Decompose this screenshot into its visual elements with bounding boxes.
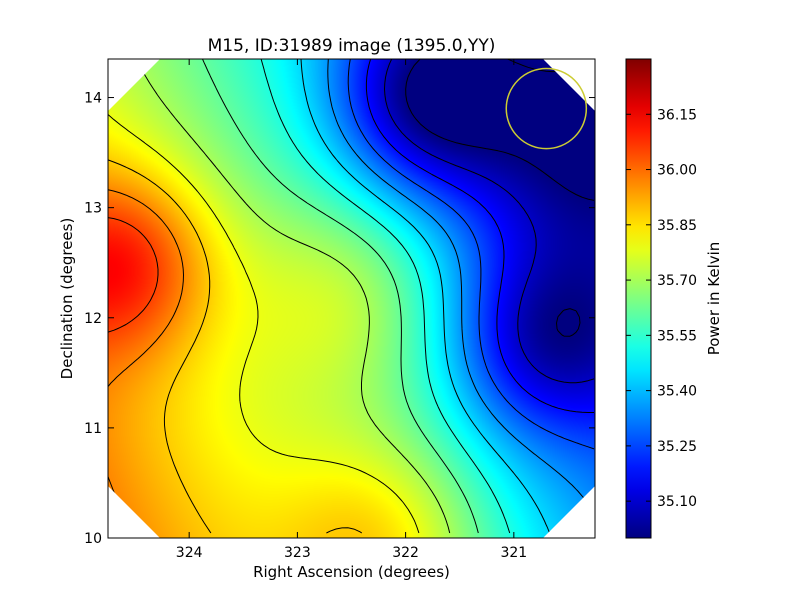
- contour-line: [300, 59, 551, 534]
- y-axis-label: Declination (degrees): [58, 218, 76, 380]
- masked-corners: [108, 59, 595, 538]
- heatmap-image: [108, 59, 595, 538]
- x-tick-label: 322: [392, 545, 419, 561]
- colorbar-tick-label: 36.00: [657, 163, 697, 179]
- masked-corner: [108, 486, 160, 538]
- heatmap-field: [108, 59, 595, 538]
- colorbar-tick-label: 35.40: [657, 384, 697, 400]
- x-tick-label: 324: [176, 545, 203, 561]
- axes: 324 323 322 321 10 11 12 13 14: [84, 59, 595, 561]
- y-tick-label: 10: [84, 531, 102, 547]
- y-tick-label: 12: [84, 311, 102, 327]
- colorbar-tick-label: 35.70: [657, 273, 697, 289]
- colorbar-tick-label: 35.85: [657, 218, 697, 234]
- contour-line: [347, 59, 595, 450]
- chart-title: M15, ID:31989 image (1395.0,YY): [208, 36, 496, 56]
- masked-corner: [543, 486, 595, 538]
- contour-line: [108, 114, 420, 534]
- contour-line: [260, 59, 511, 534]
- colorbar-axis: 35.10 35.25 35.40 35.55 35.70 35.85 36.00 36.15: [626, 107, 697, 510]
- y-tick-label: 14: [84, 91, 102, 107]
- contour-line: [108, 159, 363, 534]
- colorbar: [625, 58, 652, 539]
- contour-line: [108, 217, 159, 333]
- contour-line: [405, 59, 595, 337]
- contour-line: [327, 59, 595, 513]
- y-tick-label: 13: [84, 201, 102, 217]
- x-tick-label: 323: [284, 545, 311, 561]
- contour-line: [365, 59, 594, 413]
- annotation-circle: [505, 67, 588, 150]
- masked-corner: [543, 59, 595, 111]
- contour-line: [202, 59, 479, 534]
- colorbar-tick-label: 35.55: [657, 328, 697, 344]
- colorbar-tick-label: 35.10: [657, 494, 697, 510]
- x-axis-label: Right Ascension (degrees): [253, 563, 450, 581]
- colorbar-tick-label: 36.15: [657, 107, 697, 123]
- y-tick-label: 11: [84, 421, 102, 437]
- masked-corner: [108, 59, 160, 111]
- contour-line: [384, 59, 595, 384]
- x-tick-label: 321: [500, 545, 527, 561]
- plot-frame: [107, 58, 596, 539]
- colorbar-tick-label: 35.25: [657, 439, 697, 455]
- colorbar-label: Power in Kelvin: [705, 242, 723, 356]
